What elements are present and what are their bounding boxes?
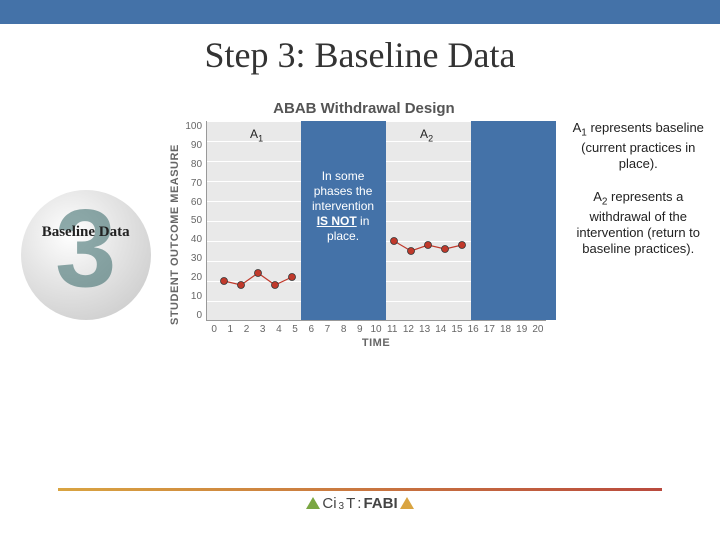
x-tick: 0 (206, 324, 222, 335)
triangle-icon (306, 497, 320, 509)
chart-series (207, 121, 547, 321)
x-tick: 3 (255, 324, 271, 335)
page-title: Step 3: Baseline Data (0, 24, 720, 82)
y-tick: 60 (185, 197, 202, 208)
x-tick: 10 (368, 324, 384, 335)
left-column: 3 Baseline Data (10, 100, 161, 349)
x-tick: 8 (336, 324, 352, 335)
triangle-icon (400, 497, 414, 509)
x-tick: 20 (530, 324, 546, 335)
x-tick: 15 (449, 324, 465, 335)
footer-rule (58, 488, 663, 491)
x-tick: 18 (497, 324, 513, 335)
x-tick: 14 (433, 324, 449, 335)
y-tick: 50 (185, 215, 202, 226)
x-tick: 17 (481, 324, 497, 335)
y-tick: 30 (185, 253, 202, 264)
x-tick: 4 (271, 324, 287, 335)
y-tick: 40 (185, 234, 202, 245)
y-tick: 90 (185, 140, 202, 151)
chart-region: ABAB Withdrawal Design STUDENT OUTCOME M… (167, 100, 560, 349)
y-axis-label: STUDENT OUTCOME MEASURE (167, 121, 183, 349)
x-tick: 1 (222, 324, 238, 335)
footer-logo: Ci3T: FABI (306, 495, 413, 512)
x-tick: 7 (319, 324, 335, 335)
y-tick: 20 (185, 272, 202, 283)
header-bar (0, 0, 720, 26)
x-axis-label: TIME (206, 337, 546, 349)
footer: Ci3T: FABI (0, 488, 720, 515)
y-tick: 0 (185, 310, 202, 321)
x-tick: 9 (352, 324, 368, 335)
main-content: 3 Baseline Data ABAB Withdrawal Design S… (0, 82, 720, 349)
annotation-a2: A2 represents a withdrawal of the interv… (567, 189, 711, 258)
x-tick: 2 (238, 324, 254, 335)
annotation-column: A1 represents baseline (current practice… (567, 100, 711, 349)
x-tick: 16 (465, 324, 481, 335)
chart-title: ABAB Withdrawal Design (167, 100, 560, 117)
x-tick: 12 (400, 324, 416, 335)
annotation-a1: A1 represents baseline (current practice… (567, 120, 711, 173)
y-axis-ticks: 1009080706050403020100 (183, 121, 206, 321)
x-tick: 19 (514, 324, 530, 335)
badge-number: 3 (55, 194, 116, 304)
y-tick: 100 (185, 121, 202, 132)
x-tick: 6 (303, 324, 319, 335)
y-tick: 70 (185, 178, 202, 189)
x-tick: 5 (287, 324, 303, 335)
badge-label: Baseline Data (21, 224, 151, 241)
step-badge: 3 Baseline Data (21, 190, 151, 320)
x-tick: 13 (416, 324, 432, 335)
y-tick: 80 (185, 159, 202, 170)
x-axis-ticks: 01234567891011121314151617181920 (206, 321, 546, 335)
plot-area: A1A2In somephases theinterventionIS NOT … (206, 121, 546, 321)
y-tick: 10 (185, 291, 202, 302)
x-tick: 11 (384, 324, 400, 335)
